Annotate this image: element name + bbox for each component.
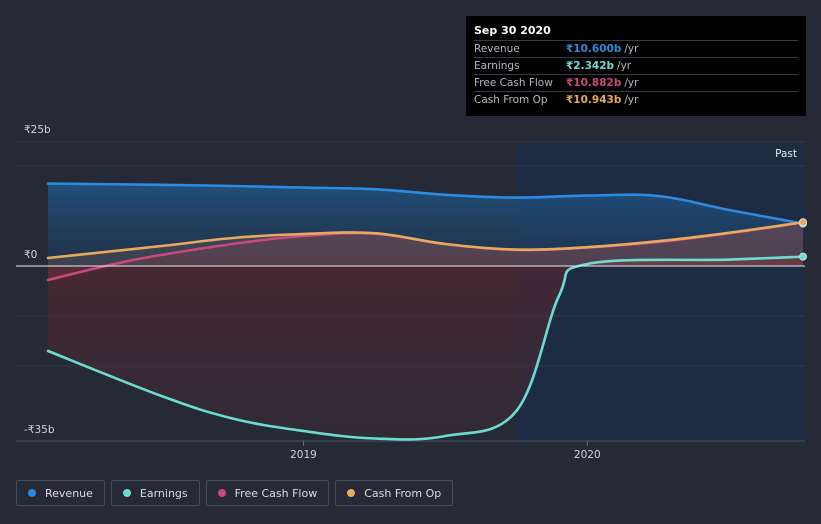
legend-item-cash-from-op[interactable]: Cash From Op (335, 480, 454, 506)
y-axis-label-bottom: -₹35b (24, 424, 55, 436)
tooltip-row-cash-from-op: Cash From Op ₹10.943b /yr (474, 91, 798, 108)
legend-dot-icon (28, 489, 36, 497)
area-earnings (48, 256, 803, 440)
end-marker-cash-from-op (799, 218, 807, 227)
tooltip-unit: /yr (624, 43, 639, 55)
tooltip-label: Free Cash Flow (474, 77, 553, 89)
legend-label: Revenue (45, 486, 93, 500)
tooltip-label: Revenue (474, 43, 520, 55)
line-earnings (46, 255, 805, 441)
tooltip: Sep 30 2020 Revenue ₹10.600b /yr Earning… (466, 16, 806, 116)
tooltip-row-free-cash-flow: Free Cash Flow ₹10.882b /yr (474, 74, 798, 91)
tooltip-unit: /yr (624, 94, 639, 106)
tooltip-row-revenue: Revenue ₹10.600b /yr (474, 40, 798, 57)
tooltip-value: ₹10.600b (566, 43, 622, 55)
legend-item-free-cash-flow[interactable]: Free Cash Flow (205, 480, 330, 506)
legend: Revenue Earnings Free Cash Flow Cash Fro… (16, 480, 454, 506)
y-axis-label-zero: ₹0 (24, 249, 37, 261)
tooltip-value: ₹10.943b (566, 94, 622, 106)
highlight-region (516, 142, 805, 441)
tooltip-value: ₹2.342b (566, 60, 615, 72)
line-revenue (46, 182, 805, 225)
tooltip-row-earnings: Earnings ₹2.342b /yr (474, 57, 798, 74)
legend-label: Earnings (139, 486, 188, 500)
legend-dot-icon (347, 489, 356, 497)
legend-dot-icon (122, 489, 131, 497)
tooltip-label: Cash From Op (474, 94, 548, 106)
legend-label: Free Cash Flow (234, 486, 318, 500)
line-cash-from-op (46, 220, 805, 260)
legend-label: Cash From Op (364, 486, 442, 500)
end-marker-earnings (799, 252, 807, 261)
x-tick-label-2019: 2019 (290, 449, 317, 461)
tooltip-date: Sep 30 2020 (474, 24, 551, 37)
legend-item-earnings[interactable]: Earnings (110, 480, 200, 506)
y-axis-label-top: ₹25b (24, 124, 51, 136)
tooltip-value: ₹10.882b (566, 77, 622, 89)
tooltip-unit: /yr (617, 60, 632, 72)
x-tick-label-2020: 2020 (574, 449, 601, 461)
tooltip-unit: /yr (624, 77, 639, 89)
area-cash-from-op (48, 222, 803, 266)
legend-item-revenue[interactable]: Revenue (16, 480, 105, 506)
legend-dot-icon (217, 489, 226, 497)
tooltip-label: Earnings (474, 60, 520, 72)
past-label: Past (775, 148, 797, 160)
